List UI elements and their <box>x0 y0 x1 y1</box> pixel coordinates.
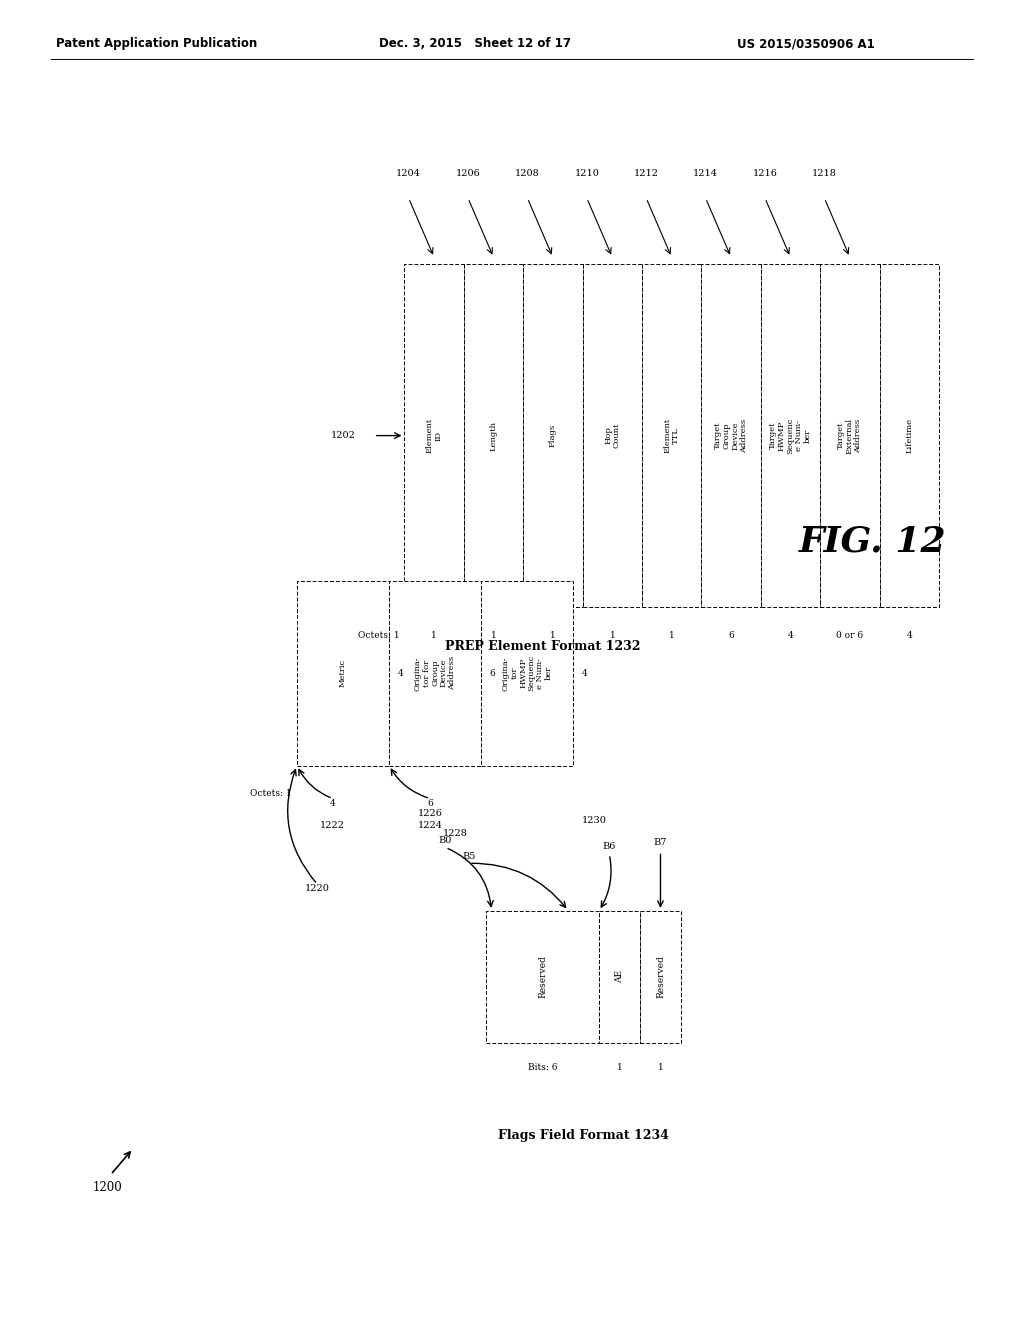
Bar <box>486 911 599 1043</box>
Text: Reserved: Reserved <box>539 956 547 998</box>
Text: Lifetime: Lifetime <box>905 418 913 453</box>
Text: 0 or 6: 0 or 6 <box>837 631 863 640</box>
Text: Dec. 3, 2015   Sheet 12 of 17: Dec. 3, 2015 Sheet 12 of 17 <box>379 37 571 50</box>
Text: Flags Field Format 1234: Flags Field Format 1234 <box>499 1129 669 1142</box>
Bar <box>820 264 880 607</box>
Text: Element
TTL: Element TTL <box>664 418 680 453</box>
Bar <box>464 264 523 607</box>
Text: 1216: 1216 <box>753 169 777 178</box>
Text: B7: B7 <box>653 838 668 847</box>
Text: Length: Length <box>489 421 498 450</box>
Text: 1210: 1210 <box>574 169 599 178</box>
Text: 1: 1 <box>657 1063 664 1072</box>
Bar <box>599 911 640 1043</box>
Text: Hop
Count: Hop Count <box>604 422 621 449</box>
Text: Bits: 6: Bits: 6 <box>528 1063 557 1072</box>
Text: 1222: 1222 <box>321 821 345 830</box>
Text: 1230: 1230 <box>582 816 606 825</box>
Text: Reserved: Reserved <box>656 956 665 998</box>
Text: 1206: 1206 <box>456 169 480 178</box>
Text: Target
External
Address: Target External Address <box>838 417 862 454</box>
Text: 1: 1 <box>616 1063 623 1072</box>
Text: 6: 6 <box>489 669 496 677</box>
Text: 4: 4 <box>582 669 588 677</box>
Text: Target
HWMP
Sequenc
e Num-
ber: Target HWMP Sequenc e Num- ber <box>769 417 812 454</box>
Bar <box>701 264 761 607</box>
Text: 1220: 1220 <box>305 884 330 894</box>
Text: Target
Group
Device
Address: Target Group Device Address <box>714 418 749 453</box>
Text: 1214: 1214 <box>693 169 718 178</box>
Text: PREP Element Format 1232: PREP Element Format 1232 <box>445 640 640 653</box>
Text: AE: AE <box>615 970 624 983</box>
Text: B5: B5 <box>462 851 476 861</box>
Text: 4: 4 <box>906 631 912 640</box>
Text: 1224: 1224 <box>418 821 442 830</box>
Text: Element
ID: Element ID <box>426 418 442 453</box>
Text: B0: B0 <box>438 836 453 845</box>
Text: US 2015/0350906 A1: US 2015/0350906 A1 <box>737 37 876 50</box>
Text: Flags: Flags <box>549 424 557 447</box>
Text: Metric: Metric <box>339 659 347 688</box>
Bar <box>297 581 389 766</box>
Text: 6: 6 <box>728 631 734 640</box>
Bar <box>640 911 681 1043</box>
Text: 1: 1 <box>609 631 615 640</box>
Bar <box>642 264 701 607</box>
Text: 4: 4 <box>330 799 336 808</box>
Text: Octets: 1: Octets: 1 <box>250 789 292 799</box>
Text: Origina-
tor
HWMP
Sequenc
e Num-
ber: Origina- tor HWMP Sequenc e Num- ber <box>502 655 553 692</box>
Text: 1202: 1202 <box>331 432 355 440</box>
Bar <box>583 264 642 607</box>
Text: 1: 1 <box>490 631 497 640</box>
Text: 1212: 1212 <box>634 169 658 178</box>
Text: 1218: 1218 <box>812 169 837 178</box>
Text: 4: 4 <box>397 669 403 677</box>
Text: 6: 6 <box>427 799 433 808</box>
Text: Octets: 1: Octets: 1 <box>357 631 399 640</box>
Bar <box>389 581 481 766</box>
Bar <box>761 264 820 607</box>
Text: 1200: 1200 <box>92 1181 122 1195</box>
Text: Origina-
tor for
Group
Device
Address: Origina- tor for Group Device Address <box>414 656 457 690</box>
Bar <box>880 264 939 607</box>
Text: 1228: 1228 <box>443 829 468 838</box>
Text: Patent Application Publication: Patent Application Publication <box>56 37 258 50</box>
Bar <box>404 264 464 607</box>
Text: 4: 4 <box>787 631 794 640</box>
Text: B6: B6 <box>602 842 616 851</box>
Text: FIG. 12: FIG. 12 <box>799 524 946 558</box>
Text: 1226: 1226 <box>418 809 442 818</box>
Text: 1: 1 <box>550 631 556 640</box>
Bar <box>481 581 573 766</box>
Bar <box>523 264 583 607</box>
Text: 1: 1 <box>431 631 437 640</box>
Text: 1: 1 <box>669 631 675 640</box>
Text: 1208: 1208 <box>515 169 540 178</box>
Text: 1204: 1204 <box>396 169 421 178</box>
